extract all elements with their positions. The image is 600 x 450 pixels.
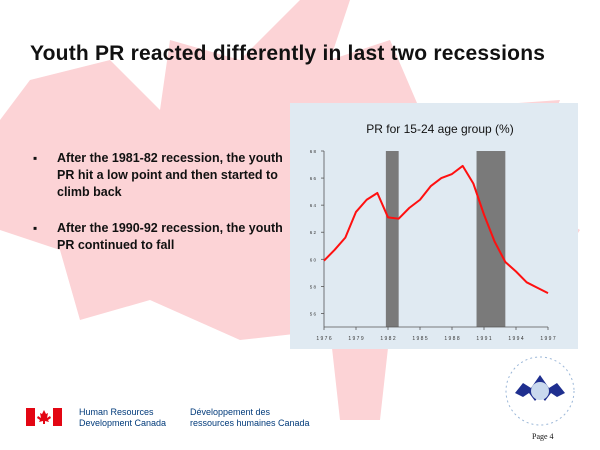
flag-right-bar	[53, 408, 62, 426]
seal-ring	[505, 356, 575, 426]
x-tick-label: 1 9 8 2	[380, 336, 396, 342]
chart-background	[290, 103, 578, 349]
y-tick-label: 6 0	[310, 257, 317, 262]
org-fr-line2: ressources humaines Canada	[190, 418, 310, 428]
page-number: Page 4	[532, 432, 554, 441]
recession-band	[385, 151, 399, 327]
org-en-line2: Development Canada	[79, 418, 167, 428]
org-fr-line1: Développement des	[190, 407, 271, 417]
chart-ticks: 5 6 5 8 6 0 6 2 6 4 6 6 6 8 1 9 7 6 1 9 7 9 1 9 8…	[310, 149, 556, 342]
recession-bands	[385, 151, 506, 327]
bullet-marker: ▪	[33, 221, 38, 235]
flag-maple-leaf	[37, 410, 51, 424]
y-tick-label: 5 8	[310, 284, 317, 289]
bullet-list: ▪ After the 1981-82 recession, the youth…	[30, 150, 285, 273]
x-tick-label: 1 9 8 5	[412, 336, 428, 342]
chart-title: PR for 15-24 age group (%)	[366, 122, 513, 136]
bullet-text: After the 1981-82 recession, the youth P…	[57, 151, 283, 199]
bullet-marker: ▪	[33, 151, 38, 165]
chart-axes	[323, 151, 548, 328]
participation-rate-chart: PR for 15-24 age group (%) 5 6 5 8 6 0 6 2 6…	[290, 103, 578, 349]
org-name-french: Développement des ressources humaines Ca…	[190, 407, 310, 429]
x-tick-label: 1 9 7 6	[316, 336, 332, 342]
org-name-english: Human Resources Development Canada	[79, 407, 166, 429]
y-tick-label: 6 6	[310, 176, 317, 181]
slide-title: Youth PR reacted differently in last two…	[30, 42, 546, 65]
flag-left-bar	[26, 408, 35, 426]
x-tick-label: 1 9 9 7	[540, 336, 556, 342]
x-tick-label: 1 9 9 1	[476, 336, 492, 342]
y-tick-label: 6 2	[310, 230, 317, 235]
bullet-text: After the 1990-92 recession, the youth P…	[57, 221, 283, 252]
seal-logo-icon	[505, 356, 575, 426]
org-en-line1: Human Resources	[79, 407, 154, 417]
series-line-group	[323, 164, 549, 295]
y-tick-label: 6 8	[310, 149, 317, 154]
x-tick-label: 1 9 8 8	[444, 336, 460, 342]
bullet-item: ▪ After the 1990-92 recession, the youth…	[30, 220, 285, 254]
x-tick-label: 1 9 9 4	[508, 336, 524, 342]
recession-band	[476, 151, 506, 327]
x-tick-label: 1 9 7 9	[348, 336, 364, 342]
bullet-item: ▪ After the 1981-82 recession, the youth…	[30, 150, 285, 201]
y-tick-label: 6 4	[310, 203, 317, 208]
seal-center	[531, 382, 549, 400]
series-line	[323, 164, 549, 295]
y-tick-label: 5 6	[310, 311, 317, 316]
canada-flag-icon	[26, 408, 62, 426]
